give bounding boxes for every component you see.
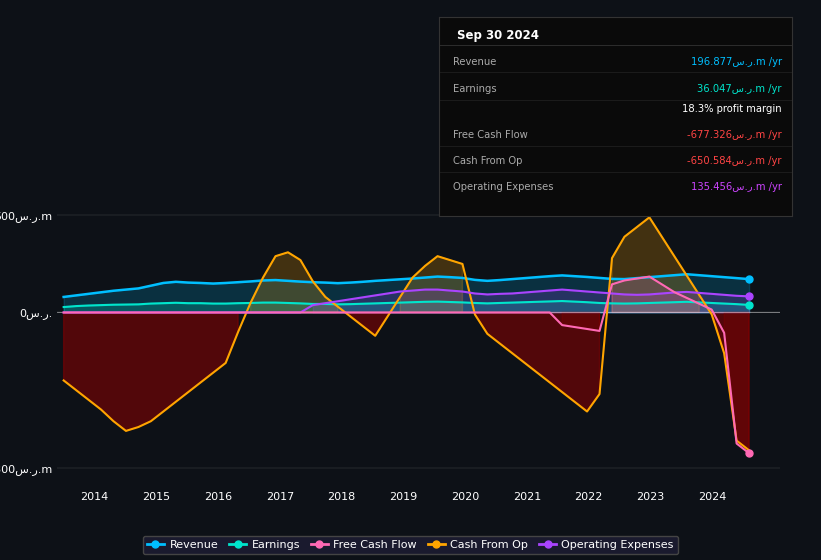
Text: -677.326س.ر.m /yr: -677.326س.ر.m /yr — [687, 130, 782, 140]
Text: 135.456س.ر.m /yr: 135.456س.ر.m /yr — [690, 182, 782, 192]
Text: 36.047س.ر.m /yr: 36.047س.ر.m /yr — [697, 85, 782, 94]
Text: Revenue: Revenue — [453, 57, 497, 67]
Text: Sep 30 2024: Sep 30 2024 — [457, 29, 539, 42]
Text: Earnings: Earnings — [453, 85, 497, 94]
Text: Free Cash Flow: Free Cash Flow — [453, 130, 528, 140]
Text: Cash From Op: Cash From Op — [453, 156, 523, 166]
Text: 18.3% profit margin: 18.3% profit margin — [682, 104, 782, 114]
Legend: Revenue, Earnings, Free Cash Flow, Cash From Op, Operating Expenses: Revenue, Earnings, Free Cash Flow, Cash … — [143, 535, 678, 554]
Text: Operating Expenses: Operating Expenses — [453, 182, 554, 192]
Text: 196.877س.ر.m /yr: 196.877س.ر.m /yr — [690, 57, 782, 67]
Text: -650.584س.ر.m /yr: -650.584س.ر.m /yr — [687, 156, 782, 166]
